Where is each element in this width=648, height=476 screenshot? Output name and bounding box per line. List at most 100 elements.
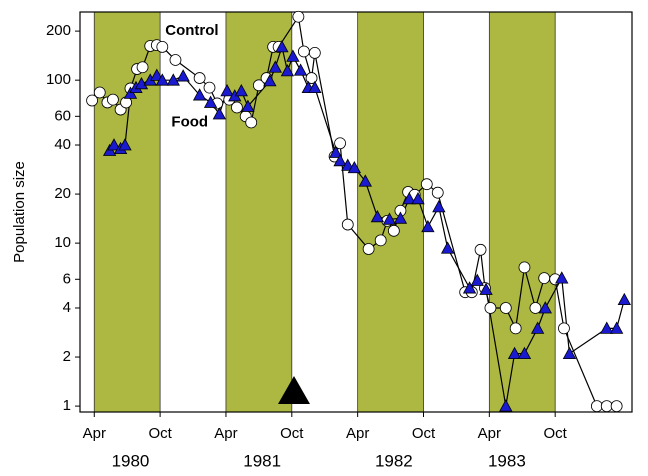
circle-marker [136, 61, 149, 74]
circle-marker [558, 322, 570, 335]
y-tick-label: 4 [63, 299, 71, 316]
circle-marker [600, 400, 613, 412]
circle-marker [590, 400, 603, 412]
triangle-marker [134, 76, 149, 90]
circle-marker [387, 224, 400, 237]
circle-marker [499, 302, 512, 314]
x-tick-label: Oct [148, 425, 172, 442]
triangle-marker [432, 200, 446, 213]
triangle-marker [347, 160, 362, 174]
circle-marker [169, 54, 182, 66]
triangle-marker [507, 346, 522, 359]
y-tick-label: 100 [46, 71, 71, 88]
triangle-marker [241, 99, 255, 112]
y-tick-label: 200 [46, 22, 71, 39]
triangle-marker [280, 64, 295, 77]
circle-marker [107, 93, 119, 106]
circle-marker [297, 45, 310, 58]
triangle-marker [220, 84, 234, 97]
triangle-marker [234, 84, 248, 97]
triangle-marker [293, 63, 308, 76]
x-tick-label: Apr [346, 425, 369, 442]
event-marker [277, 376, 310, 404]
triangle-marker [166, 73, 180, 86]
y-axis-label: Population size [11, 161, 28, 263]
circle-marker [93, 86, 106, 99]
triangle-marker [411, 191, 425, 205]
triangle-marker [150, 68, 164, 81]
year-label: 1983 [488, 451, 526, 470]
triangle-marker [440, 241, 455, 254]
circle-marker [193, 72, 206, 84]
triangle-marker [470, 273, 484, 286]
triangle-marker [107, 138, 121, 151]
triangle-marker [402, 191, 416, 205]
shaded-period [488, 11, 556, 413]
triangle-marker [600, 321, 614, 334]
triangle-marker [176, 69, 190, 82]
triangle-marker [499, 399, 513, 412]
x-tick-label: Oct [280, 425, 304, 442]
circle-marker [341, 218, 354, 231]
triangle-marker [617, 292, 631, 306]
shaded-period [225, 11, 293, 413]
triangle-marker [155, 73, 169, 86]
circle-marker [305, 72, 318, 84]
circle-marker [334, 137, 346, 150]
shaded-period [357, 11, 424, 413]
annotation: Control [165, 22, 218, 39]
triangle-marker [421, 219, 435, 233]
x-tick-label: Oct [412, 425, 436, 442]
triangle-marker [118, 138, 132, 151]
triangle-marker [370, 210, 385, 223]
triangle-marker [308, 80, 322, 94]
triangle-marker [530, 321, 545, 334]
circle-marker [484, 302, 497, 314]
circle-marker [538, 272, 551, 285]
circle-marker [245, 116, 258, 129]
x-tick-label: Apr [83, 425, 106, 442]
triangle-marker [286, 49, 300, 62]
triangle-marker [203, 95, 218, 108]
x-tick-label: Oct [544, 425, 568, 442]
circle-marker [610, 400, 623, 412]
circle-marker [374, 234, 387, 247]
triangle-marker [517, 346, 532, 359]
x-tick-label: Apr [478, 425, 501, 442]
triangle-marker [562, 346, 577, 359]
circle-marker [420, 178, 433, 191]
triangle-marker [212, 107, 227, 120]
y-tick-label: 1 [63, 397, 71, 414]
year-label: 1981 [243, 451, 281, 470]
triangle-marker [263, 74, 277, 87]
triangle-marker [462, 281, 477, 294]
triangle-marker [358, 174, 373, 187]
circle-marker [529, 302, 542, 314]
triangle-marker [329, 145, 343, 158]
y-tick-label: 20 [54, 185, 71, 202]
circle-marker [86, 94, 98, 107]
circle-marker [362, 243, 375, 255]
y-tick-label: 10 [54, 234, 71, 251]
y-tick-label: 6 [63, 270, 71, 287]
triangle-marker [275, 40, 289, 53]
triangle-marker [268, 60, 283, 73]
circle-marker [308, 47, 321, 59]
x-tick-label: Apr [214, 425, 237, 442]
circle-marker [231, 101, 243, 114]
triangle-marker [538, 301, 552, 314]
shaded-period [93, 11, 161, 413]
triangle-marker [382, 212, 397, 225]
y-tick-label: 60 [54, 107, 71, 124]
triangle-marker [609, 321, 624, 334]
annotation: Food [171, 113, 208, 130]
year-label: 1982 [375, 451, 413, 470]
circle-marker [203, 81, 216, 94]
y-tick-label: 40 [54, 136, 71, 153]
circle-marker [518, 261, 531, 274]
triangle-marker [555, 271, 569, 284]
year-label: 1980 [112, 451, 150, 470]
circle-marker [431, 186, 444, 199]
triangle-marker [479, 282, 493, 295]
triangle-marker [333, 153, 347, 167]
